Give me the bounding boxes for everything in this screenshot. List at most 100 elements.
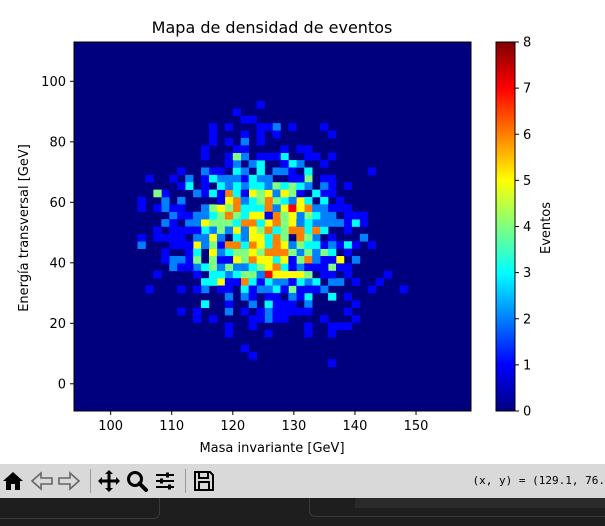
heatmap-cell: [288, 204, 297, 213]
heatmap-cell: [240, 307, 249, 316]
heatmap-cell: [280, 182, 289, 190]
y-tick-label: 100: [41, 75, 66, 90]
heatmap-cell: [312, 152, 321, 161]
back-arrow-icon[interactable]: [29, 468, 55, 494]
heatmap-cell: [208, 219, 218, 227]
heatmap-cell: [137, 196, 146, 205]
heatmap-cell: [264, 182, 273, 190]
panel-box: [309, 498, 605, 517]
heatmap-cell: [272, 196, 281, 205]
heatmap-cell: [367, 167, 377, 176]
heatmap-cell: [145, 174, 154, 183]
heatmap-cell: [328, 263, 337, 272]
heatmap-cell: [201, 226, 210, 235]
forward-arrow-icon[interactable]: [56, 468, 82, 494]
heatmap-cell: [343, 204, 353, 213]
heatmap-cell: [137, 233, 146, 242]
heatmap-cell: [185, 256, 194, 264]
heatmap-cell: [272, 263, 281, 272]
heatmap-cell: [304, 248, 313, 257]
heatmap-cell: [280, 167, 289, 176]
y-tick-label: 20: [49, 317, 66, 332]
heatmap-cell: [224, 248, 234, 257]
heatmap-cell: [288, 189, 297, 198]
heatmap-cell: [359, 219, 369, 227]
heatmap-cell: [240, 344, 249, 353]
heatmap-cell: [256, 233, 265, 242]
heatmap-cell: [288, 182, 297, 190]
heatmap-cell: [280, 145, 289, 153]
heatmap-cell: [240, 145, 249, 153]
heatmap-cell: [201, 300, 210, 308]
heatmap-cell: [272, 152, 281, 161]
heatmap-cell: [256, 211, 265, 220]
heatmap-cell: [280, 160, 289, 168]
heatmap-cell: [240, 174, 249, 183]
heatmap-cell: [169, 174, 178, 183]
heatmap-cell: [304, 152, 313, 161]
heatmap-cell: [264, 285, 273, 294]
heatmap-cell: [208, 233, 218, 242]
heatmap-cell: [193, 263, 202, 272]
heatmap-cell: [304, 219, 313, 227]
heatmap-cell: [208, 226, 218, 235]
heatmap-cell: [177, 263, 186, 272]
heatmap-cell: [248, 285, 257, 294]
heatmap-cell: [320, 270, 329, 279]
heatmap-cell: [248, 204, 257, 213]
heatmap-cell: [304, 226, 313, 235]
heatmap-cell: [177, 167, 186, 176]
heatmap-cell: [232, 278, 242, 286]
home-icon[interactable]: [0, 468, 26, 494]
x-tick-label: 140: [343, 419, 368, 434]
heatmap-cell: [193, 241, 202, 249]
heatmap-cell: [248, 174, 257, 183]
heatmap-cell: [351, 278, 361, 286]
colorbar-tick-label: 2: [523, 312, 531, 327]
pan-icon[interactable]: [96, 468, 122, 494]
heatmap-cell: [296, 285, 305, 294]
heatmap-cell: [256, 130, 265, 139]
x-tick-label: 100: [98, 419, 123, 434]
heatmap-cell: [288, 160, 297, 168]
heatmap-cell: [328, 211, 337, 220]
heatmap-cell: [343, 270, 353, 279]
heatmap-cell: [343, 211, 353, 220]
heatmap-cell: [272, 226, 281, 235]
heatmap-cell: [320, 315, 329, 323]
heatmap-cell: [343, 307, 353, 316]
heatmap-cell: [224, 278, 234, 286]
heatmap-cell: [328, 233, 337, 242]
heatmap-cell: [288, 270, 297, 279]
heatmap-cell: [320, 123, 329, 131]
heatmap-cell: [304, 256, 313, 264]
heatmap-cell: [304, 300, 313, 308]
heatmap-cell: [240, 226, 249, 235]
heatmap-cell: [240, 137, 249, 146]
heatmap-cell: [272, 248, 281, 257]
heatmap-cell: [343, 292, 353, 301]
heatmap-cell: [312, 285, 321, 294]
heatmap-cell: [280, 263, 289, 272]
heatmap-cell: [240, 152, 249, 161]
heatmap-cell: [256, 278, 265, 286]
zoom-icon[interactable]: [124, 468, 150, 494]
heatmap-cell: [185, 182, 194, 190]
x-tick-label: 110: [159, 419, 184, 434]
heatmap-cell: [296, 204, 305, 213]
heatmap-cell: [288, 248, 297, 257]
heatmap-cell: [304, 145, 313, 153]
heatmap-cell: [161, 196, 170, 205]
heatmap-cell: [224, 137, 234, 146]
heatmap-cell: [193, 189, 202, 198]
heatmap-cell: [240, 196, 249, 205]
heatmap-cell: [304, 204, 313, 213]
save-icon[interactable]: [191, 468, 217, 494]
heatmap-cell: [336, 256, 345, 264]
configure-subplots-icon[interactable]: [152, 468, 178, 494]
heatmap-cell: [177, 204, 186, 213]
heatmap-cell: [232, 270, 242, 279]
heatmap-cell: [367, 285, 377, 294]
heatmap-cell: [208, 130, 218, 139]
heatmap-cell: [264, 226, 273, 235]
